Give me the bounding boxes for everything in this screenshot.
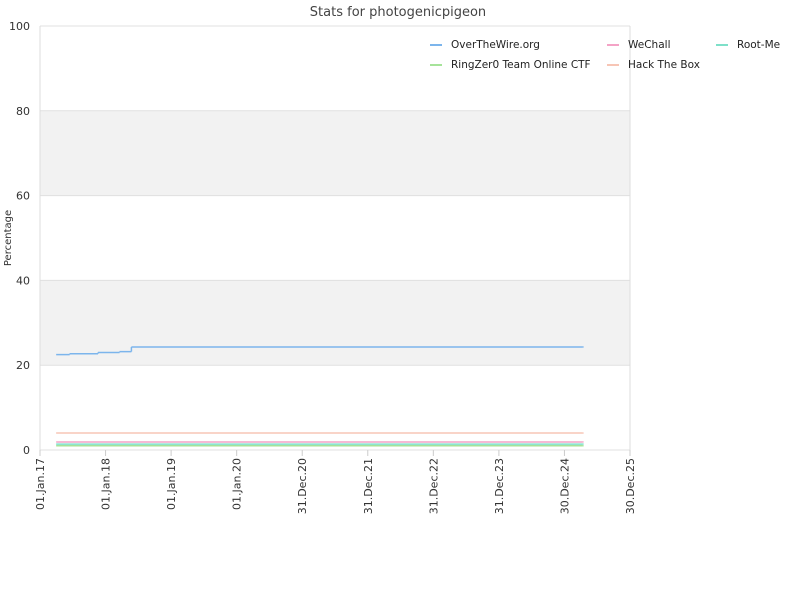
y-tick-label: 80	[16, 105, 30, 118]
legend-label: Root-Me	[737, 39, 780, 51]
x-tick-label: 31.Dec.21	[362, 458, 375, 514]
y-axis-label: Percentage	[3, 210, 14, 266]
y-tick-label: 20	[16, 359, 30, 372]
legend-label: WeChall	[628, 39, 670, 51]
legend-label: RingZer0 Team Online CTF	[451, 59, 591, 71]
legend-label: OverTheWire.org	[451, 39, 540, 51]
x-tick-label: 01.Jan.19	[165, 458, 178, 510]
plot-band	[40, 280, 630, 366]
y-tick-label: 0	[23, 444, 30, 457]
y-tick-label: 100	[9, 20, 30, 33]
x-tick-label: 01.Jan.18	[100, 458, 113, 510]
x-tick-label: 01.Jan.17	[34, 458, 47, 510]
x-tick-label: 31.Dec.22	[427, 458, 440, 514]
x-tick-label: 30.Dec.24	[558, 458, 571, 514]
x-tick-label: 01.Jan.20	[231, 458, 244, 510]
x-tick-label: 30.Dec.25	[624, 458, 637, 514]
y-tick-label: 60	[16, 190, 30, 203]
chart-title: Stats for photogenicpigeon	[310, 5, 486, 20]
y-tick-label: 40	[16, 274, 30, 287]
legend-label: Hack The Box	[628, 59, 700, 71]
plot-band	[40, 110, 630, 196]
x-tick-label: 31.Dec.20	[296, 458, 309, 514]
x-tick-label: 31.Dec.23	[493, 458, 506, 514]
